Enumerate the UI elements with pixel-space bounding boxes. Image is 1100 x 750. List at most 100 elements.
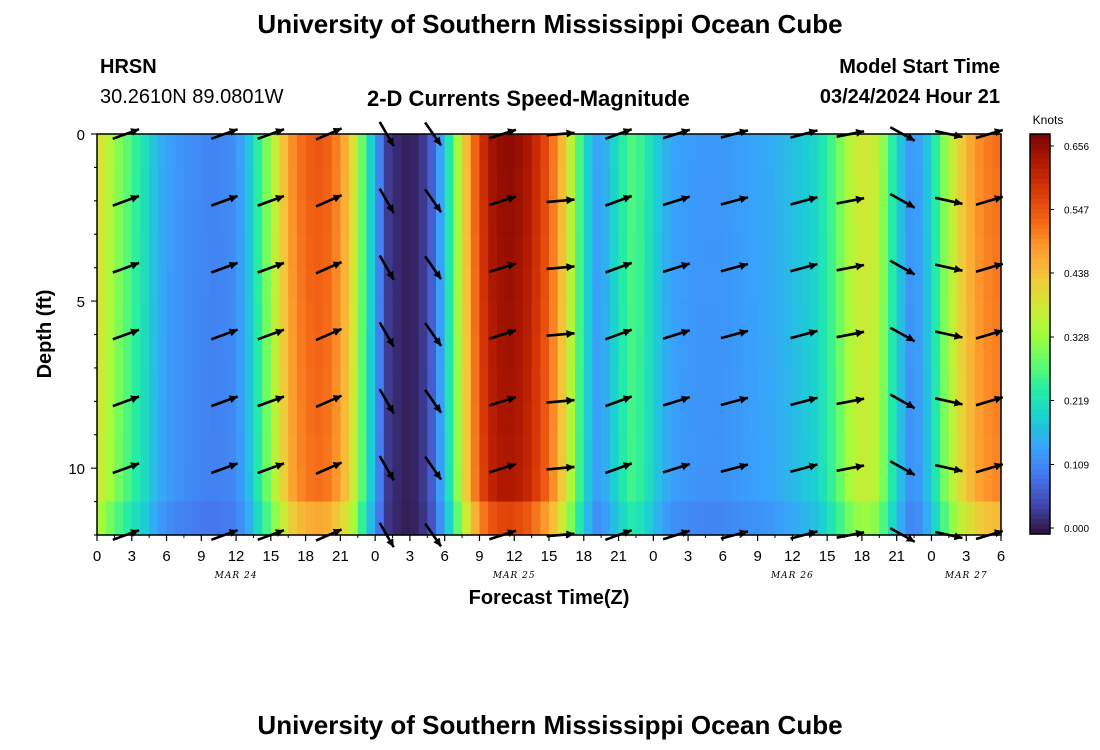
heat-cell [522,167,533,202]
arrow-head [130,261,140,270]
heat-cell [444,367,454,402]
heat-cell [827,434,837,469]
heat-cell [305,301,315,336]
heat-cell [296,501,307,536]
heat-cell [331,501,341,536]
heat-cell [957,234,967,269]
x-tick-label: 12 [784,548,801,565]
heat-cell [914,367,924,402]
heat-cell [218,167,228,202]
heat-cell [940,200,950,235]
heat-cell [818,367,828,402]
heat-cell [270,434,281,469]
heat-cell [210,468,220,503]
arrow-head [622,328,632,337]
heat-cell [844,334,854,369]
heat-cell [323,401,333,436]
heat-cell [618,468,628,503]
heat-cell [392,501,402,536]
heat-cell [401,167,411,202]
heat-cell [818,234,828,269]
heat-cell [775,134,785,169]
heat-cell [627,200,637,235]
heat-cell [166,401,176,436]
heat-cell [861,200,872,235]
heat-cell [375,401,385,436]
heat-cell [844,401,854,436]
current-arrow [424,389,443,414]
heat-cell [592,367,602,402]
heat-cell [618,200,628,235]
heat-cell [401,434,411,469]
colorbar-swatch [1030,269,1050,275]
heat-cell [375,134,385,169]
heat-cell [592,401,602,436]
current-arrow [790,195,818,206]
heat-cell [279,468,289,503]
x-tick-label: 18 [297,548,314,565]
heat-cell [340,234,350,269]
heat-cell [670,167,680,202]
heat-cell [340,134,350,169]
heat-cell [957,200,967,235]
heat-cell [166,200,176,235]
heat-cell [992,334,1002,369]
heat-cell [531,334,541,369]
heat-cell [731,167,741,202]
heat-cell [323,167,333,202]
heat-cell [566,501,576,536]
colorbar-swatch [1030,184,1050,190]
heat-cell [992,301,1002,336]
colorbar-swatch [1030,469,1050,475]
heat-cell [974,234,985,269]
heat-cell [183,301,194,336]
heat-cell [531,367,541,402]
heat-cell [557,200,567,235]
heat-cell [688,167,698,202]
heat-cell [409,134,420,169]
colorbar-swatch [1030,354,1050,360]
heat-cell [279,267,289,302]
heat-cell [783,401,793,436]
heat-cell [540,234,550,269]
heat-cell [870,401,880,436]
heat-cell [375,501,385,536]
heat-cell [688,301,698,336]
heat-cell [653,200,663,235]
heat-cell [279,234,289,269]
heat-cell [227,367,237,402]
colorbar-swatch [1030,454,1050,460]
x-tick-label: 18 [854,548,871,565]
heat-cell [775,267,785,302]
heat-cell [714,200,724,235]
arrow-head [622,462,632,470]
heat-cell [801,167,811,202]
heat-cell [644,334,654,369]
heat-cell [131,434,142,469]
colorbar-swatch [1030,389,1050,395]
current-arrow [378,188,395,214]
heat-cell [192,468,202,503]
heat-cell [670,134,680,169]
heat-cell [444,200,454,235]
colorbar-swatch [1030,164,1050,170]
current-arrow [889,460,916,477]
heat-cell [488,301,498,336]
heat-cell [279,367,289,402]
heat-cell [957,167,967,202]
heat-cell [218,468,228,503]
heat-cell [218,301,228,336]
heat-cell [549,301,559,336]
heat-cell [166,267,176,302]
colorbar-swatch [1030,304,1050,310]
heat-cell [366,200,376,235]
heat-cell [149,434,159,469]
heat-cell [157,134,168,169]
heat-cell [514,200,524,235]
heat-cell [827,334,837,369]
heat-cell [705,468,715,503]
heat-cell [896,501,906,536]
heat-cell [514,501,524,536]
heat-cell [740,234,750,269]
heat-cell [557,301,567,336]
